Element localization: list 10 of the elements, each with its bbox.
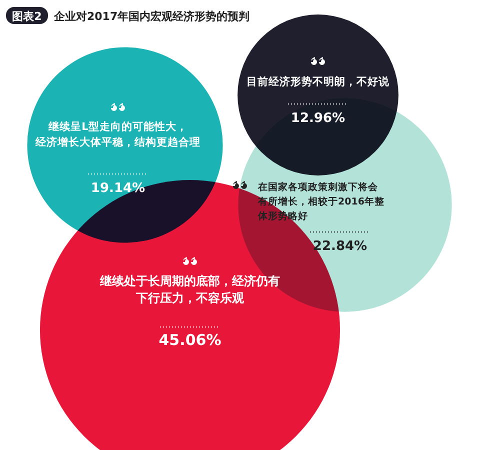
data-label: 12.96% (290, 111, 346, 126)
category-label: 继续处于长周期的底部，经济仍有下行压力，不容乐观 (99, 274, 280, 305)
category-label: 在国家各项政策刺激下将会有所增长，相较于2016年整体形势略好 (257, 181, 384, 222)
text: 图表2 (12, 10, 42, 23)
category-label: 目前经济形势不明朗，不好说 (246, 75, 390, 88)
data-label: 22.84% (312, 239, 368, 254)
category-label: 继续呈L型走向的可能性大，经济增长大体平稳，结构更趋合理 (34, 120, 200, 148)
text: 企业对2017年国内宏观经济形势的预判 (53, 10, 250, 23)
data-label: 45.06% (158, 331, 222, 349)
data-label: 19.14% (90, 181, 146, 196)
